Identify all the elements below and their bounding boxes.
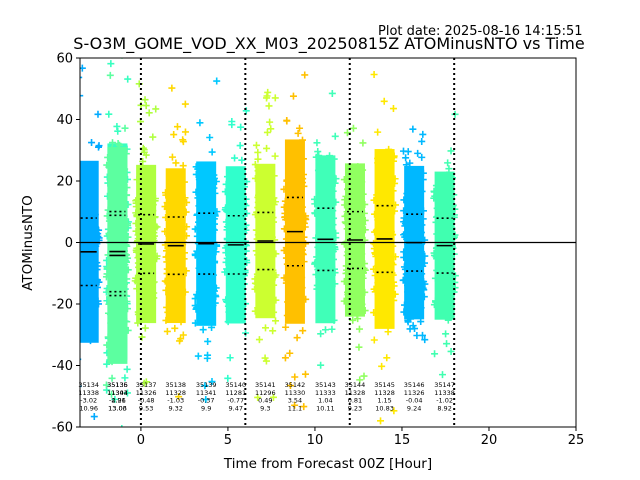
x-tick-label: 20 bbox=[481, 433, 498, 448]
stat-label: -0.77 bbox=[227, 397, 244, 405]
stat-label: 35141 bbox=[255, 381, 276, 389]
orbit-stats: 3513411338-3.0210.963513511304-2.9613.03… bbox=[78, 381, 455, 412]
stat-label: 10.96 bbox=[79, 404, 98, 412]
orbit-points-35137 bbox=[131, 80, 161, 387]
y-axis-label: ATOMinusNTO bbox=[20, 195, 36, 291]
stat-label: -3.02 bbox=[80, 397, 97, 405]
stat-label: 35137 bbox=[136, 381, 157, 389]
stat-label: 11326 bbox=[404, 389, 425, 397]
stat-label: 35134 bbox=[78, 381, 99, 389]
orbit-crosses bbox=[311, 89, 340, 369]
stat-label: 9.23 bbox=[348, 404, 362, 412]
y-tick-label: 0 bbox=[65, 236, 73, 251]
stat-label: 1.04 bbox=[318, 397, 332, 405]
stat-label: 35136 bbox=[107, 381, 128, 389]
stat-label: -0.04 bbox=[406, 397, 423, 405]
stat-label: -1.03 bbox=[167, 397, 184, 405]
stat-label: 11333 bbox=[315, 389, 336, 397]
stat-label: -0.37 bbox=[198, 397, 215, 405]
y-tick-label: -20 bbox=[52, 298, 73, 313]
orbit-points-35141 bbox=[251, 88, 280, 401]
stat-label: 11343 bbox=[107, 389, 128, 397]
stat-label: 35138 bbox=[165, 381, 186, 389]
stat-label: 13.06 bbox=[108, 404, 127, 412]
stat-label: 11328 bbox=[165, 389, 186, 397]
y-tick-label: 20 bbox=[56, 175, 73, 190]
scatter-points bbox=[80, 58, 459, 427]
stat-label: 9.9 bbox=[201, 404, 211, 412]
x-axis-label: Time from Forecast 00Z [Hour] bbox=[223, 456, 432, 472]
y-tick-label: 40 bbox=[56, 113, 73, 128]
stat-label: 35135 bbox=[107, 381, 128, 389]
stat-label: 11341 bbox=[196, 389, 217, 397]
x-tick-label: 0 bbox=[137, 433, 145, 448]
stat-label: 35142 bbox=[285, 381, 306, 389]
stat-label: 11281 bbox=[225, 389, 246, 397]
orbit-points-35144 bbox=[340, 124, 369, 384]
stat-label: 9.47 bbox=[229, 404, 243, 412]
stat-label: 3.54 bbox=[288, 397, 302, 405]
stat-label: 11338 bbox=[434, 389, 455, 397]
stat-label: 9.53 bbox=[139, 404, 153, 412]
y-tick-label: -40 bbox=[52, 359, 73, 374]
orbit-points-35139 bbox=[191, 77, 221, 404]
orbit-points-35145 bbox=[370, 70, 400, 425]
stat-label: 35139 bbox=[196, 381, 217, 389]
stat-label: 11296 bbox=[255, 389, 276, 397]
stat-label: 8.92 bbox=[437, 404, 451, 412]
x-tick-label: 10 bbox=[307, 433, 324, 448]
orbit-crosses bbox=[221, 107, 251, 382]
stat-label: 35147 bbox=[434, 381, 455, 389]
y-tick-label: 60 bbox=[56, 52, 73, 67]
stat-label: 11304 bbox=[107, 389, 128, 397]
orbit-crosses bbox=[161, 84, 191, 401]
stat-label: 11.1 bbox=[288, 404, 302, 412]
orbit-crosses bbox=[251, 88, 280, 401]
stat-label: 35144 bbox=[345, 381, 366, 389]
stat-label: 13.03 bbox=[108, 404, 127, 412]
stat-label: 35143 bbox=[315, 381, 336, 389]
stat-label: 9.24 bbox=[407, 404, 421, 412]
orbit-crosses bbox=[370, 70, 400, 425]
stat-label: 1.15 bbox=[377, 397, 391, 405]
stat-label: 11328 bbox=[345, 389, 366, 397]
orbit-points-35136 bbox=[102, 58, 132, 398]
orbit-points-35142 bbox=[280, 71, 310, 411]
stat-label: 10.11 bbox=[316, 404, 335, 412]
orbit-points-35143 bbox=[311, 89, 340, 369]
stat-label: 11326 bbox=[136, 389, 157, 397]
plot-date: Plot date: 2025-08-16 14:15:51 bbox=[378, 24, 583, 39]
x-tick-label: 15 bbox=[394, 433, 411, 448]
x-tick-label: 5 bbox=[224, 433, 232, 448]
stat-label: -1.02 bbox=[436, 397, 453, 405]
stat-label: -2.96 bbox=[109, 397, 126, 405]
stat-label: 10.83 bbox=[375, 404, 394, 412]
stat-label: 35145 bbox=[374, 381, 395, 389]
stat-label: -0.48 bbox=[138, 397, 155, 405]
stat-label: 11338 bbox=[78, 389, 99, 397]
orbit-points-35146 bbox=[399, 125, 429, 344]
y-ticks: -60 -40 -20 0 20 40 60 bbox=[52, 52, 80, 436]
stat-label: 35140 bbox=[225, 381, 246, 389]
orbit-crosses bbox=[102, 58, 132, 398]
orbit-crosses bbox=[399, 125, 429, 344]
stat-label: 11328 bbox=[374, 389, 395, 397]
overlays bbox=[80, 58, 576, 427]
stat-label: 11330 bbox=[285, 389, 306, 397]
stat-label: 35146 bbox=[404, 381, 425, 389]
x-ticks: 0 5 10 15 20 25 bbox=[137, 427, 585, 448]
orbit-crosses bbox=[191, 77, 221, 404]
stat-label: 0.81 bbox=[348, 397, 362, 405]
stat-label: -4.21 bbox=[109, 397, 126, 405]
chart-title: S-O3M_GOME_VOD_XX_M03_20250815Z ATOMinus… bbox=[73, 34, 584, 54]
stat-label: 0.49 bbox=[258, 397, 272, 405]
stat-label: 9.32 bbox=[168, 404, 182, 412]
orbit-crosses bbox=[131, 80, 161, 387]
stat-label: 9.3 bbox=[260, 404, 270, 412]
y-tick-label: -60 bbox=[52, 421, 73, 436]
x-tick-label: 25 bbox=[568, 433, 585, 448]
